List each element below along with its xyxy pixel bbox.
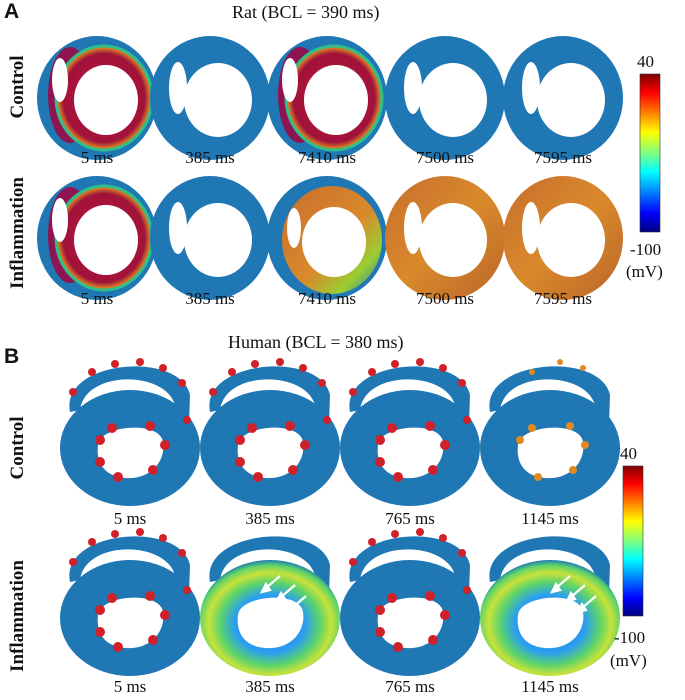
colorbar-a — [639, 73, 661, 233]
human-control-5ms — [60, 358, 200, 506]
rat-inflammation-5ms — [37, 176, 157, 300]
time-label: 7595 ms — [533, 148, 593, 167]
activation-sites — [349, 358, 471, 482]
colorbar-a-unit: (mV) — [626, 262, 663, 281]
panel-b-heart-maps — [60, 358, 620, 676]
rat-inflammation-7500ms — [385, 176, 505, 300]
colorbar-b — [622, 465, 644, 617]
colorbar-b-min: -100 — [614, 628, 646, 647]
activation-sites — [516, 359, 589, 481]
panel-a-heart-maps — [37, 36, 623, 300]
colorbar-b-unit: (mV) — [610, 651, 647, 670]
panel-b-title: Human (BCL = 380 ms) — [228, 332, 404, 352]
time-label: 1145 ms — [521, 509, 579, 528]
time-label: 765 ms — [385, 509, 435, 528]
arrows — [549, 575, 597, 614]
human-control-765ms — [340, 358, 480, 506]
colorbar-a-min: -100 — [630, 240, 662, 259]
colorbar-b-max: 40 — [620, 444, 637, 463]
human-inflammation-385ms — [200, 536, 340, 676]
human-inflammation-765ms — [340, 528, 480, 676]
time-label: 5 ms — [80, 148, 114, 167]
rat-control-7500ms — [385, 36, 505, 160]
time-label: 1145 ms — [521, 677, 579, 696]
rat-inflammation-7410ms — [267, 176, 387, 300]
activation-sites — [69, 528, 191, 652]
human-inflammation-5ms — [60, 528, 200, 676]
time-label: 7500 ms — [415, 148, 475, 167]
human-control-385ms — [200, 358, 340, 506]
time-label: 385 ms — [185, 148, 235, 167]
panel-a-title: Rat (BCL = 390 ms) — [232, 2, 380, 22]
activation-sites — [349, 528, 471, 652]
time-label: 7500 ms — [415, 289, 475, 308]
human-inflammation-1145ms — [480, 536, 620, 676]
activation-sites — [69, 358, 191, 482]
time-label: 5 ms — [113, 677, 147, 696]
time-label: 385 ms — [245, 677, 295, 696]
time-label: 7410 ms — [297, 148, 357, 167]
rat-control-7410ms — [267, 36, 387, 160]
activation-sites — [209, 358, 331, 482]
time-label: 765 ms — [385, 677, 435, 696]
human-control-1145ms — [480, 359, 620, 506]
time-label: 385 ms — [245, 509, 295, 528]
time-label: 385 ms — [185, 289, 235, 308]
rat-control-385ms — [150, 36, 270, 160]
panel-a-label: A — [4, 0, 20, 23]
rat-control-5ms — [37, 36, 157, 160]
time-label: 7410 ms — [297, 289, 357, 308]
rat-inflammation-385ms — [150, 176, 270, 300]
time-label: 5 ms — [113, 509, 147, 528]
rat-inflammation-7595ms — [503, 176, 623, 300]
time-label: 7595 ms — [533, 289, 593, 308]
panel-b-label: B — [4, 345, 20, 368]
time-label: 5 ms — [80, 289, 114, 308]
rat-control-7595ms — [503, 36, 623, 160]
arrows — [259, 575, 307, 614]
colorbar-a-max: 40 — [637, 52, 654, 71]
